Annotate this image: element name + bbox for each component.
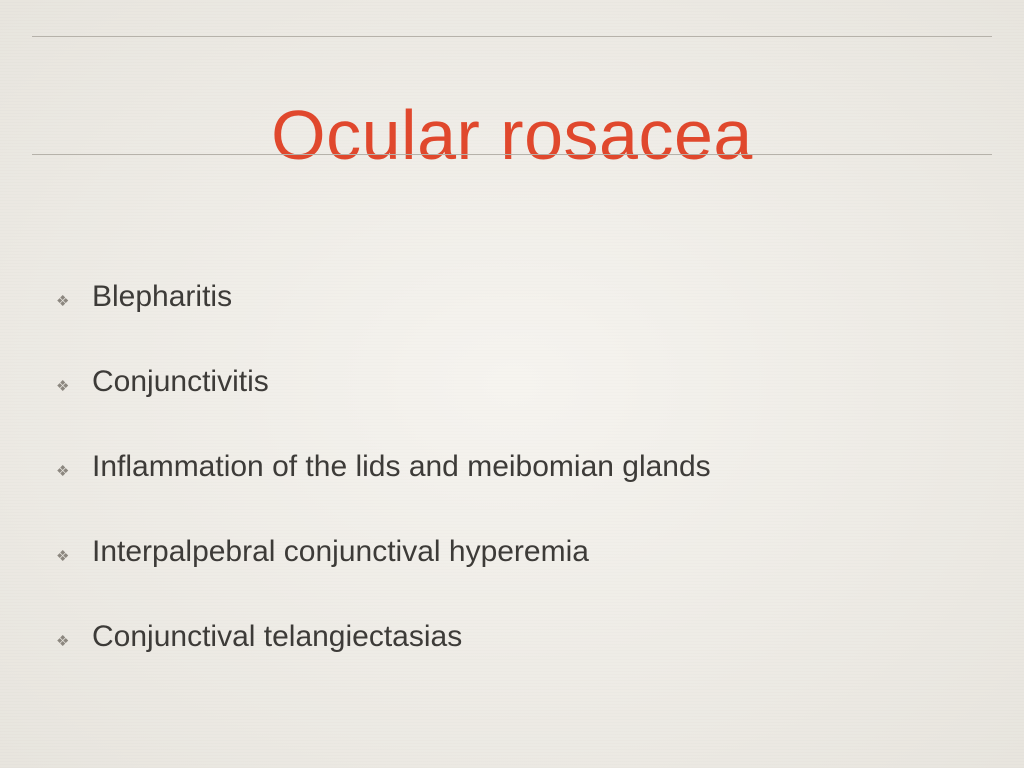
diamond-icon: ❖ — [56, 372, 92, 402]
divider-under-title — [32, 154, 992, 155]
list-item-label: Conjunctivitis — [92, 365, 269, 399]
list-item-label: Interpalpebral conjunctival hyperemia — [92, 535, 589, 569]
list-item-label: Blepharitis — [92, 280, 232, 314]
diamond-icon: ❖ — [56, 457, 92, 487]
list-item: ❖ Blepharitis — [56, 280, 968, 317]
list-item: ❖ Conjunctivitis — [56, 365, 968, 402]
list-item: ❖ Conjunctival telangiectasias — [56, 620, 968, 657]
bullet-list: ❖ Blepharitis ❖ Conjunctivitis ❖ Inflamm… — [56, 280, 968, 705]
diamond-icon: ❖ — [56, 627, 92, 657]
list-item-label: Conjunctival telangiectasias — [92, 620, 462, 654]
list-item-label: Inflammation of the lids and meibomian g… — [92, 450, 711, 484]
diamond-icon: ❖ — [56, 542, 92, 572]
divider-top — [32, 36, 992, 37]
list-item: ❖ Inflammation of the lids and meibomian… — [56, 450, 968, 487]
slide-title: Ocular rosacea — [0, 95, 1024, 175]
list-item: ❖ Interpalpebral conjunctival hyperemia — [56, 535, 968, 572]
diamond-icon: ❖ — [56, 287, 92, 317]
